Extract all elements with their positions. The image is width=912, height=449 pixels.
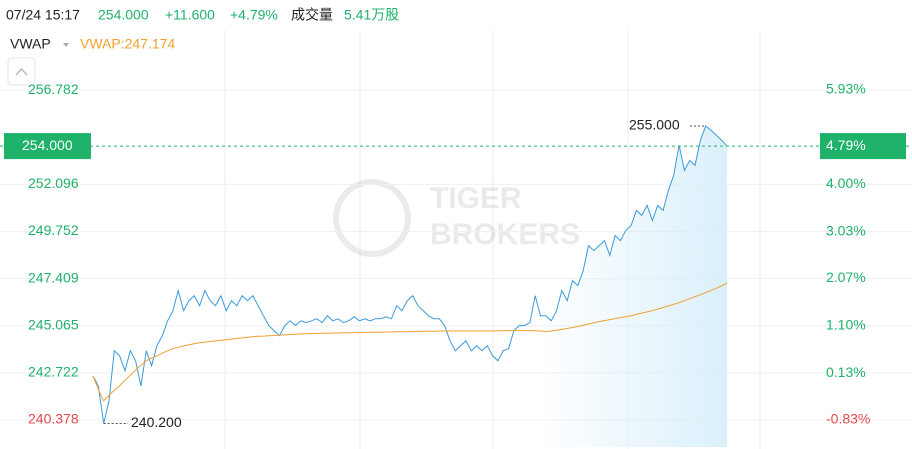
indicator-name[interactable]: VWAP [10, 36, 51, 52]
price-area [93, 126, 727, 447]
y2-tick-label: -0.83% [826, 411, 870, 427]
watermark: TIGER BROKERS [333, 179, 580, 257]
current-change-box [820, 133, 906, 160]
datetime: 07/24 15:17 [6, 7, 80, 23]
change: +11.600 [165, 7, 215, 23]
collapse-button[interactable] [7, 57, 36, 86]
volume: 5.41万股 [344, 7, 399, 23]
volume-label: 成交量 [291, 7, 333, 23]
current-change-label: 4.79% [826, 137, 866, 153]
y-tick-label: 242.722 [28, 364, 79, 380]
y-tick-label: 245.065 [28, 316, 79, 332]
series-line [92, 125, 728, 424]
y-tick-label: 256.782 [28, 81, 79, 97]
dropdown-icon[interactable] [63, 43, 69, 47]
y2-tick-label: 2.07% [826, 269, 866, 285]
current-price-box [4, 133, 91, 160]
y2-tick-label: 5.93% [826, 81, 866, 97]
price: 254.000 [98, 7, 149, 23]
high-label: 255.000 [629, 117, 680, 133]
change-pct: +4.79% [230, 7, 278, 23]
current-price-label: 254.000 [22, 137, 73, 153]
indicator-value: VWAP:247.174 [80, 36, 175, 52]
y2-tick-label: 4.00% [826, 175, 866, 191]
watermark-text: TIGER [430, 182, 522, 215]
y-tick-label: 247.409 [28, 269, 79, 285]
y-tick-label: 249.752 [28, 222, 79, 238]
series-line [92, 282, 728, 402]
low-label: 240.200 [131, 414, 182, 430]
y-tick-label: 252.096 [28, 175, 79, 191]
y-tick-label: 240.378 [28, 411, 79, 427]
y2-tick-label: 3.03% [826, 222, 866, 238]
watermark-text: BROKERS [430, 218, 580, 251]
y2-tick-label: 1.10% [826, 316, 866, 332]
y2-tick-label: 0.13% [826, 364, 866, 380]
